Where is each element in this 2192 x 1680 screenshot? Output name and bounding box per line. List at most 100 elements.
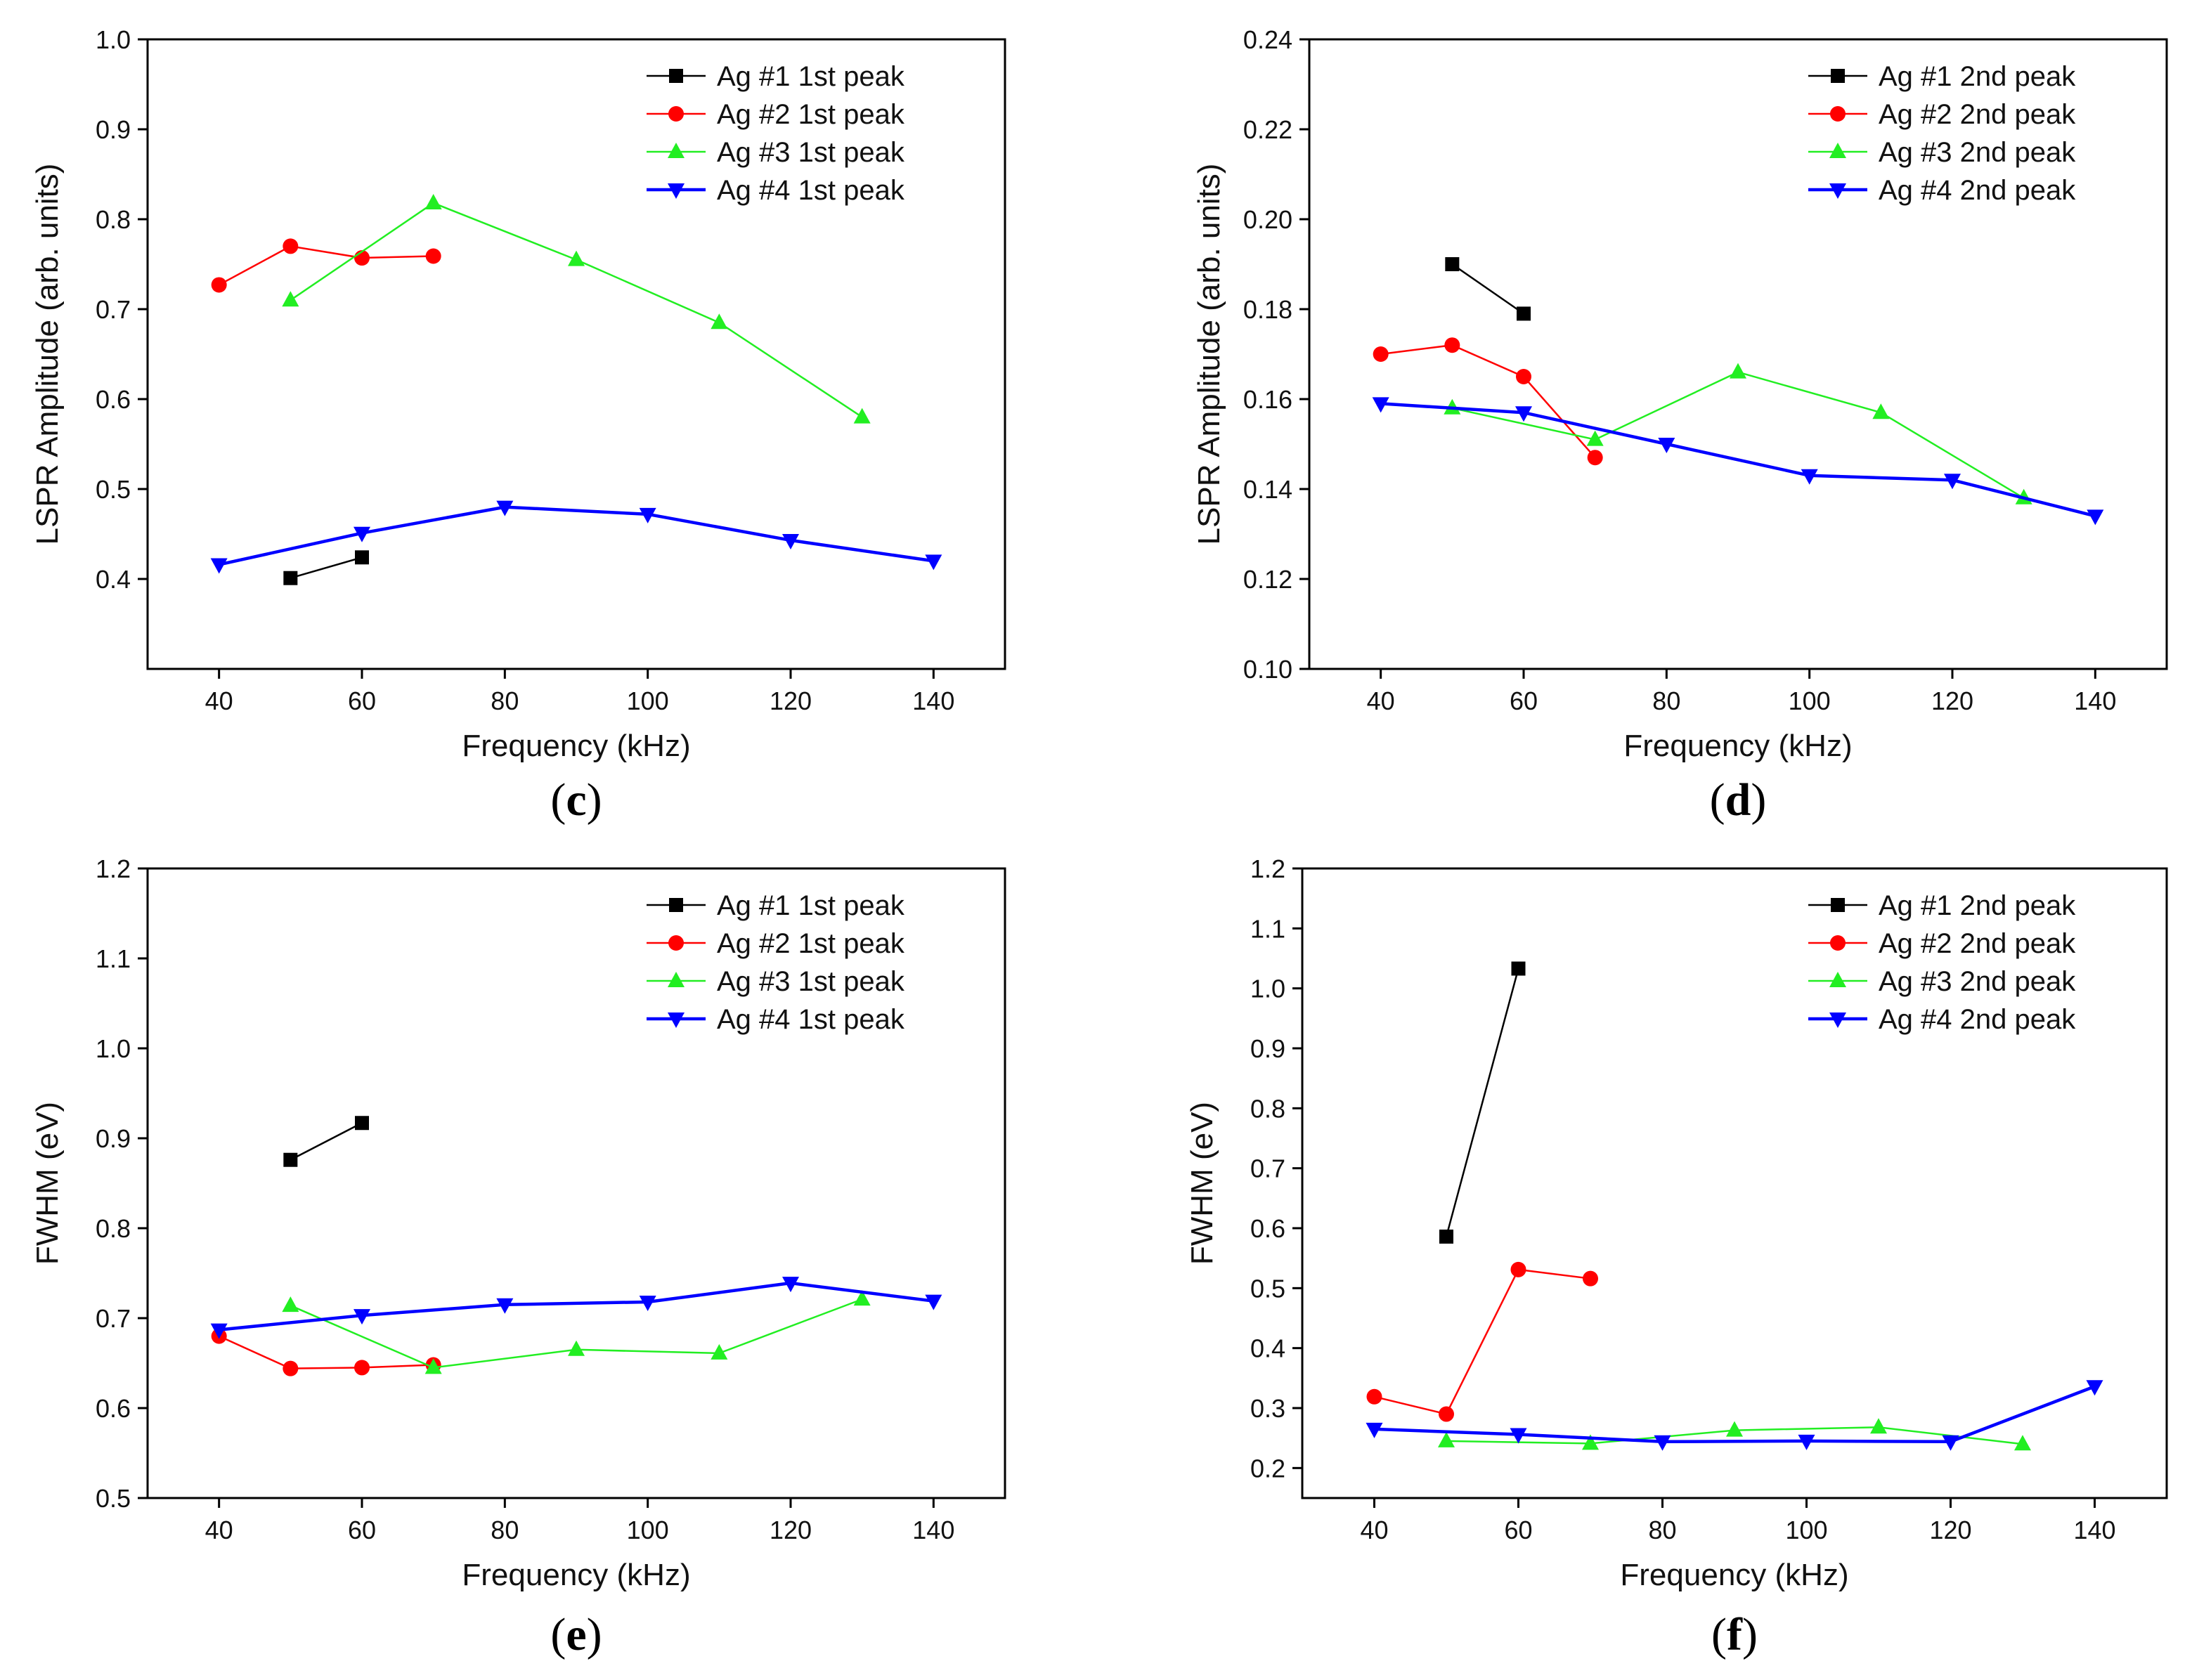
plot-frame xyxy=(1308,38,2168,670)
legend-marker xyxy=(1830,935,1846,951)
legend-label: Ag #2 2nd peak xyxy=(1879,99,2076,130)
data-point xyxy=(354,1360,370,1376)
plot-frame xyxy=(1301,867,2168,1499)
data-point xyxy=(496,500,514,516)
legend-marker xyxy=(669,69,683,83)
data-point xyxy=(1944,474,1961,490)
data-point xyxy=(2087,509,2104,526)
legend: Ag #1 2nd peak Ag #2 2nd peak Ag #3 2nd pe… xyxy=(1808,890,2076,1035)
data-point xyxy=(1444,337,1460,353)
data-point xyxy=(1515,406,1532,422)
data-point xyxy=(1726,1421,1743,1437)
series-ag-2-2nd-peak xyxy=(1373,337,1603,466)
x-tick-label: 60 xyxy=(1510,686,1538,715)
data-point xyxy=(1511,961,1526,976)
data-point xyxy=(1516,369,1531,384)
panel-label: (e) xyxy=(550,1609,602,1660)
series-line xyxy=(290,556,363,579)
data-point xyxy=(1942,1435,1959,1451)
x-tick-label: 80 xyxy=(1648,1516,1676,1544)
data-point xyxy=(1373,346,1389,362)
legend-item: Ag #2 2nd peak xyxy=(1808,928,2076,959)
legend-item: Ag #3 1st peak xyxy=(647,137,905,168)
series-line xyxy=(290,1298,863,1369)
y-tick-label: 0.24 xyxy=(1243,25,1292,54)
data-point xyxy=(283,238,299,254)
data-point xyxy=(354,1309,370,1325)
y-tick-label: 0.9 xyxy=(1250,1034,1285,1063)
y-tick-label: 0.14 xyxy=(1243,475,1292,504)
data-point xyxy=(1510,1428,1527,1444)
legend-label: Ag #4 1st peak xyxy=(717,175,905,206)
series-line xyxy=(290,202,863,418)
x-tick-label: 100 xyxy=(1785,1516,1827,1544)
x-tick-label: 140 xyxy=(912,1516,954,1544)
x-tick-label: 100 xyxy=(1789,686,1831,715)
y-tick-label: 0.22 xyxy=(1243,115,1292,144)
chart-panel-e: 40 60 80 100 120 140 0.5 0.6 0.7 0.8 0.9 1.0 1.1 1.2 F… xyxy=(30,854,1006,1660)
legend-label: Ag #4 1st peak xyxy=(717,1004,905,1035)
series-line xyxy=(1451,263,1524,315)
y-axis-title: LSPR Amplitude (arb. units) xyxy=(1192,164,1226,545)
series-ag-1-1st-peak xyxy=(283,1116,369,1167)
x-tick-label: 60 xyxy=(348,1516,376,1544)
series-ag-2-1st-peak xyxy=(211,238,441,293)
chart-panel-f: 40 60 80 100 120 140 0.2 0.3 0.4 0.5 0.6 0.7 0.8 0.9 1… xyxy=(1185,854,2168,1660)
data-point xyxy=(282,291,299,307)
y-tick-label: 0.6 xyxy=(96,385,131,414)
data-point xyxy=(283,1152,298,1167)
y-tick-label: 0.7 xyxy=(1250,1154,1285,1183)
y-tick-label: 0.18 xyxy=(1243,295,1292,324)
data-point xyxy=(210,558,228,574)
series-line xyxy=(219,505,934,566)
x-tick-label: 140 xyxy=(2073,1516,2115,1544)
legend-label: Ag #1 2nd peak xyxy=(1879,890,2076,921)
series-line xyxy=(1380,402,2096,518)
x-tick-label: 40 xyxy=(1367,686,1395,715)
legend-item: Ag #2 1st peak xyxy=(647,99,905,130)
y-tick-label: 1.2 xyxy=(96,854,131,883)
legend-label: Ag #4 2nd peak xyxy=(1879,175,2076,206)
x-tick-label: 40 xyxy=(205,686,233,715)
legend-item: Ag #1 1st peak xyxy=(647,890,905,921)
data-point xyxy=(639,507,656,523)
series-ag-3-1st-peak xyxy=(282,193,871,424)
series-ag-4-1st-peak xyxy=(210,1277,942,1339)
data-point xyxy=(568,1340,585,1356)
x-axis-title: Frequency (kHz) xyxy=(1620,1558,1848,1592)
x-tick-label: 100 xyxy=(627,686,669,715)
legend-marker xyxy=(668,183,685,199)
data-point xyxy=(782,1277,799,1293)
data-point xyxy=(355,550,369,565)
data-point xyxy=(1730,363,1746,379)
y-tick-label: 0.6 xyxy=(1250,1214,1285,1243)
y-tick-label: 1.0 xyxy=(96,25,131,54)
plot-frame xyxy=(146,867,1006,1499)
legend-item: Ag #4 1st peak xyxy=(647,175,905,206)
data-point xyxy=(1872,403,1890,419)
data-point xyxy=(496,1298,514,1314)
y-tick-label: 0.8 xyxy=(1250,1094,1285,1123)
data-point xyxy=(1517,306,1531,321)
data-point xyxy=(853,1290,871,1306)
data-point xyxy=(1439,1229,1453,1244)
legend-label: Ag #1 2nd peak xyxy=(1879,61,2076,92)
x-axis-title: Frequency (kHz) xyxy=(462,729,690,763)
data-point xyxy=(782,533,799,549)
data-point xyxy=(1438,1431,1455,1447)
data-point xyxy=(1654,1435,1671,1451)
chart-panel-d: 40 60 80 100 120 140 0.10 0.12 0.14 0.16 0.18 0.20 0… xyxy=(1192,25,2168,826)
legend-item: Ag #1 2nd peak xyxy=(1808,61,2076,92)
series-ag-3-1st-peak xyxy=(282,1290,871,1374)
legend-marker xyxy=(1831,69,1845,83)
data-point xyxy=(853,408,871,424)
series-ag-2-1st-peak xyxy=(211,1328,441,1376)
data-point xyxy=(2086,1380,2103,1396)
data-point xyxy=(1658,438,1675,453)
data-point xyxy=(425,248,441,264)
legend-marker xyxy=(1829,972,1846,987)
y-tick-label: 0.6 xyxy=(96,1394,131,1423)
series-ag-4-1st-peak xyxy=(210,500,942,574)
y-tick-label: 0.5 xyxy=(96,475,131,504)
legend-marker xyxy=(1831,898,1845,912)
